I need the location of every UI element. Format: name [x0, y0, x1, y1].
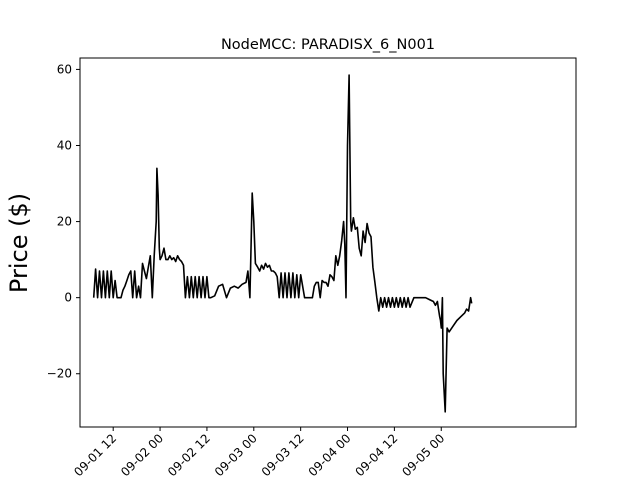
y-tick-label: 20	[57, 215, 72, 229]
y-axis: −20 0 20 40 60	[47, 62, 80, 381]
y-tick-label: 40	[57, 138, 72, 152]
y-tick-label: 0	[64, 291, 72, 305]
plot-frame	[79, 57, 577, 428]
plot-area	[92, 74, 473, 413]
x-tick-label: 09-01 12	[71, 431, 119, 479]
x-tick-label: 09-02 00	[118, 431, 166, 479]
price-series-line	[92, 74, 473, 413]
chart-title: NodeMCC: PARADISX_6_N001	[221, 37, 435, 53]
x-tick-label: 09-05 00	[399, 431, 447, 479]
x-tick-label: 09-03 12	[259, 431, 307, 479]
y-tick-label: 60	[57, 62, 72, 76]
y-tick-label: −20	[47, 367, 72, 381]
x-tick-label: 09-02 12	[165, 431, 213, 479]
y-axis-label: Price ($)	[5, 193, 33, 293]
x-tick-label: 09-03 00	[212, 431, 260, 479]
x-tick-label: 09-04 12	[352, 431, 400, 479]
x-tick-label: 09-04 00	[306, 431, 354, 479]
